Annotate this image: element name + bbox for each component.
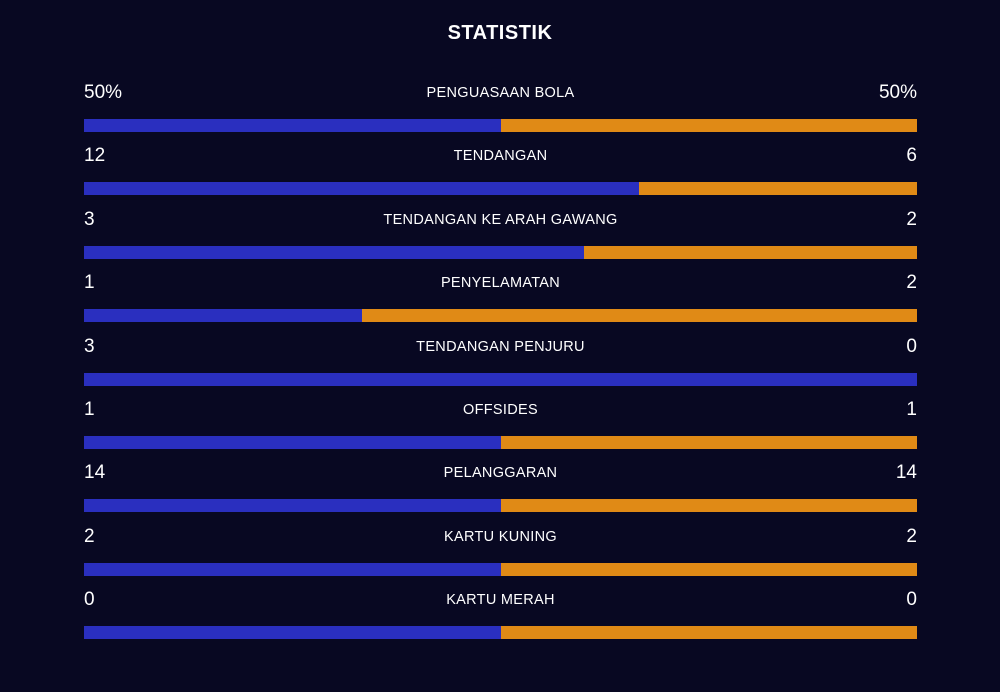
stat-row: 3 TENDANGAN KE ARAH GAWANG 2	[84, 207, 917, 270]
stat-row: 0 KARTU MERAH 0	[84, 587, 917, 650]
away-value: 0	[906, 335, 917, 357]
stat-label: PENGUASAAN BOLA	[426, 85, 575, 101]
away-bar-segment	[500, 119, 917, 132]
away-value: 14	[895, 462, 917, 484]
home-bar-segment	[84, 182, 640, 196]
stats-list: 50% PENGUASAAN BOLA 50% 12 TENDANGAN 6 3 TENDAN…	[84, 80, 917, 651]
away-value: 2	[906, 525, 917, 547]
stat-bar	[84, 182, 917, 196]
home-bar-segment	[84, 309, 362, 323]
home-bar-segment	[84, 562, 501, 576]
away-bar-segment	[361, 309, 917, 323]
home-bar-segment	[84, 435, 501, 449]
stat-bar	[84, 499, 917, 513]
stat-header: 3 TENDANGAN PENJURU 0	[84, 334, 917, 362]
away-value: 1	[906, 398, 917, 420]
stat-header: 1 PENYELAMATAN 2	[84, 270, 917, 298]
stat-row: 1 OFFSIDES 1	[84, 397, 917, 460]
stat-bar	[84, 562, 917, 576]
stats-title: STATISTIK	[447, 22, 553, 44]
stat-row: 14 PELANGGARAN 14	[84, 460, 917, 523]
home-bar-segment	[84, 372, 917, 386]
stat-header: 1 OFFSIDES 1	[84, 397, 917, 425]
away-bar-segment	[500, 435, 917, 449]
stat-bar	[84, 626, 917, 640]
home-value: 1	[84, 272, 95, 294]
stat-header: 14 PELANGGARAN 14	[84, 460, 917, 488]
stat-row: 2 KARTU KUNING 2	[84, 524, 917, 587]
stat-row: 50% PENGUASAAN BOLA 50%	[84, 80, 917, 143]
stat-header: 2 KARTU KUNING 2	[84, 524, 917, 552]
stat-bar	[84, 309, 917, 323]
away-bar-segment	[583, 245, 917, 259]
stat-label: KARTU MERAH	[446, 592, 555, 609]
away-value: 2	[906, 208, 917, 230]
home-value: 3	[84, 335, 95, 357]
stat-label: KARTU KUNING	[444, 528, 557, 545]
stat-header: 12 TENDANGAN 6	[84, 143, 917, 171]
home-bar-segment	[84, 245, 584, 259]
stat-label: TENDANGAN	[453, 148, 548, 165]
home-value: 50%	[84, 82, 123, 103]
stat-bar	[84, 245, 917, 259]
home-value: 2	[84, 525, 95, 547]
home-value: 0	[84, 589, 95, 611]
stat-label: OFFSIDES	[463, 401, 538, 418]
home-value: 12	[84, 145, 106, 167]
away-bar-segment	[500, 562, 917, 576]
stat-label: PELANGGARAN	[443, 465, 558, 482]
home-value: 1	[84, 398, 95, 420]
stat-header: 50% PENGUASAAN BOLA 50%	[84, 80, 917, 108]
away-value: 2	[906, 272, 917, 294]
stat-label: TENDANGAN PENJURU	[416, 338, 585, 355]
away-bar-segment	[500, 626, 917, 640]
away-value: 50%	[878, 82, 917, 103]
stat-header: 0 KARTU MERAH 0	[84, 587, 917, 615]
away-bar-segment	[500, 499, 917, 513]
stat-label: PENYELAMATAN	[440, 275, 561, 292]
away-bar-segment	[639, 182, 917, 196]
stat-label: TENDANGAN KE ARAH GAWANG	[383, 211, 618, 228]
home-value: 14	[84, 462, 106, 484]
away-value: 6	[906, 145, 917, 167]
home-bar-segment	[84, 119, 501, 132]
stat-bar	[84, 435, 917, 449]
home-value: 3	[84, 208, 95, 230]
home-bar-segment	[84, 626, 501, 640]
stat-row: 1 PENYELAMATAN 2	[84, 270, 917, 333]
away-value: 0	[906, 589, 917, 611]
stat-row: 3 TENDANGAN PENJURU 0	[84, 334, 917, 397]
stat-bar	[84, 119, 917, 132]
home-bar-segment	[84, 499, 501, 513]
stat-bar	[84, 372, 917, 386]
stat-header: 3 TENDANGAN KE ARAH GAWANG 2	[84, 207, 917, 235]
stat-row: 12 TENDANGAN 6	[84, 143, 917, 206]
